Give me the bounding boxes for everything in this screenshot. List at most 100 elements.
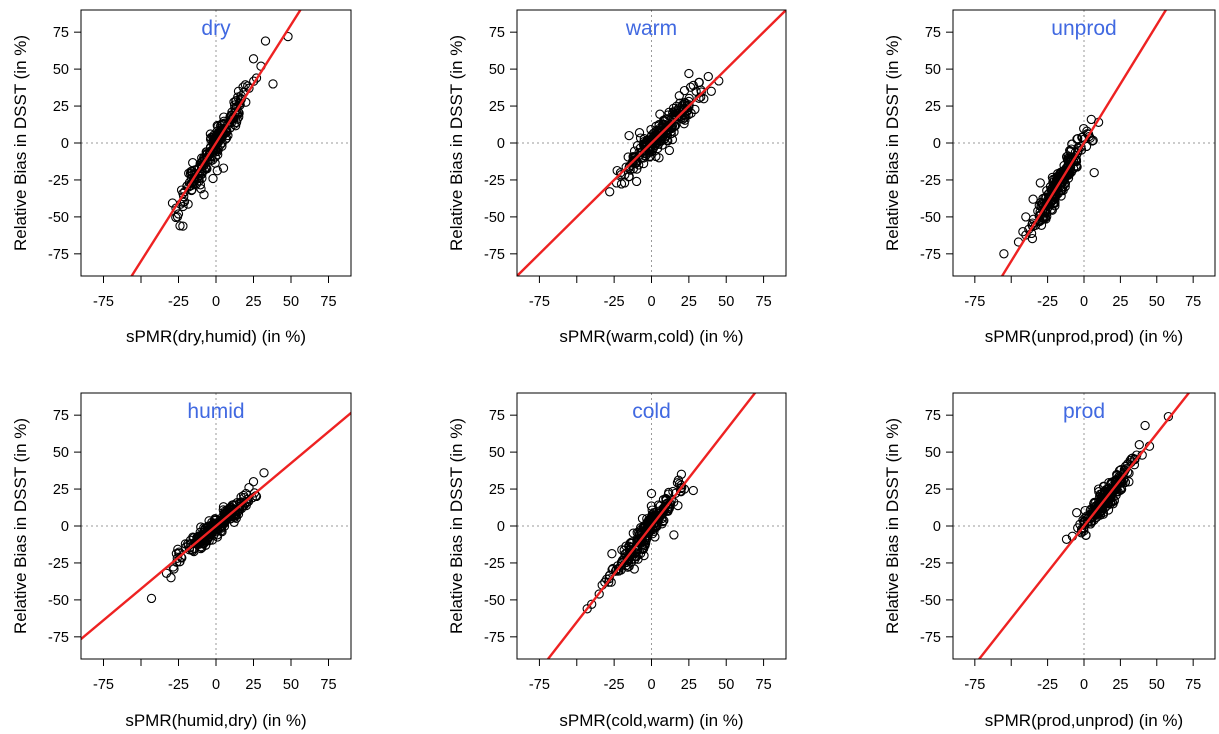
data-point bbox=[664, 487, 674, 498]
data-point bbox=[644, 523, 654, 534]
data-point bbox=[688, 485, 698, 496]
data-point bbox=[251, 73, 262, 83]
x-tick-label: -75 bbox=[529, 294, 550, 310]
y-tick-label: 0 bbox=[933, 519, 941, 535]
y-tick-label: -25 bbox=[920, 556, 941, 572]
x-tick-label: 25 bbox=[1112, 294, 1128, 310]
data-point bbox=[629, 146, 640, 156]
data-point bbox=[199, 158, 209, 169]
data-point bbox=[645, 152, 655, 162]
x-tick-label: 25 bbox=[1112, 677, 1128, 693]
data-point bbox=[625, 165, 635, 175]
data-point bbox=[619, 178, 630, 188]
x-axis-label: sPMR(humid,dry) (in %) bbox=[125, 711, 306, 730]
data-point bbox=[1063, 151, 1073, 161]
data-point bbox=[187, 185, 197, 195]
data-point bbox=[206, 525, 216, 536]
panel-title: humid bbox=[187, 400, 244, 423]
x-tick-label: 75 bbox=[320, 294, 336, 310]
data-point bbox=[190, 172, 200, 183]
data-point bbox=[607, 549, 617, 559]
data-points bbox=[146, 468, 269, 604]
x-tick-label: -25 bbox=[604, 294, 625, 310]
panel-title: dry bbox=[201, 17, 231, 40]
y-axis-label: Relative Bias in DSST (in %) bbox=[883, 35, 902, 251]
data-point bbox=[1073, 134, 1083, 144]
y-axis-label: Relative Bias in DSST (in %) bbox=[883, 418, 902, 634]
y-tick-label: 0 bbox=[497, 136, 505, 152]
data-point bbox=[1097, 505, 1107, 515]
panel-prod: -75 -25 0 25 50 75 75 50 25 0 -25 -50 -75 prod sPMR(pr… bbox=[883, 392, 1216, 730]
y-axis-label: Relative Bias in DSST (in %) bbox=[447, 418, 466, 634]
data-point bbox=[699, 94, 709, 104]
data-point bbox=[1067, 139, 1077, 149]
data-point bbox=[259, 468, 269, 478]
y-tick-label: -50 bbox=[484, 593, 505, 609]
data-point bbox=[184, 168, 194, 178]
panel-title: prod bbox=[1063, 400, 1105, 423]
data-point bbox=[1140, 420, 1150, 431]
y-tick-label: 25 bbox=[53, 482, 69, 498]
x-tick-label: 0 bbox=[212, 294, 220, 310]
x-tick-label: -75 bbox=[93, 677, 114, 693]
y-tick-label: 50 bbox=[925, 445, 941, 461]
y-tick-label: -50 bbox=[920, 593, 941, 609]
y-tick-label: -75 bbox=[48, 247, 69, 263]
data-point bbox=[650, 532, 660, 542]
y-tick-label: 0 bbox=[933, 136, 941, 152]
x-axis-label: sPMR(cold,warm) (in %) bbox=[559, 711, 743, 730]
panel-cold: -75 -25 0 25 50 75 75 50 25 0 -25 -50 -75 cold sPMR(co… bbox=[447, 392, 787, 730]
data-point bbox=[1059, 171, 1069, 182]
data-point bbox=[1089, 167, 1099, 178]
fit-line bbox=[977, 393, 1191, 659]
y-tick-label: 0 bbox=[497, 519, 505, 535]
data-point bbox=[662, 135, 672, 146]
x-axis-label: sPMR(dry,humid) (in %) bbox=[126, 327, 306, 346]
x-tick-label: -25 bbox=[1037, 677, 1058, 693]
data-point bbox=[635, 133, 646, 143]
data-point bbox=[218, 163, 229, 173]
data-point bbox=[169, 564, 179, 574]
data-point bbox=[1120, 477, 1131, 488]
data-point bbox=[999, 249, 1009, 259]
plot-area bbox=[953, 10, 1215, 276]
data-point bbox=[224, 510, 235, 521]
data-point bbox=[1061, 534, 1072, 544]
data-point bbox=[605, 187, 615, 197]
data-point bbox=[1079, 123, 1089, 134]
data-point bbox=[646, 488, 657, 499]
y-tick-label: -25 bbox=[920, 173, 941, 189]
y-tick-label: 25 bbox=[489, 482, 505, 498]
data-point bbox=[1091, 512, 1102, 522]
fit-line bbox=[1000, 10, 1168, 276]
x-tick-label: 25 bbox=[681, 677, 697, 693]
fit-line bbox=[517, 10, 786, 276]
x-tick-label: 0 bbox=[647, 294, 655, 310]
y-tick-label: 0 bbox=[61, 136, 69, 152]
data-point bbox=[1050, 197, 1060, 207]
y-tick-label: 75 bbox=[925, 408, 941, 424]
data-point bbox=[223, 120, 233, 130]
data-point bbox=[658, 507, 668, 518]
y-axis-label: Relative Bias in DSST (in %) bbox=[11, 35, 30, 251]
y-tick-label: -75 bbox=[48, 630, 69, 646]
data-point bbox=[647, 130, 657, 140]
data-point bbox=[184, 182, 194, 192]
data-point bbox=[634, 160, 644, 170]
y-tick-label: 75 bbox=[53, 408, 69, 424]
data-point bbox=[675, 98, 685, 108]
panel-dry: -75 -25 0 25 50 75 75 50 25 0 -25 -50 -75 dry sPMR(dry… bbox=[11, 9, 352, 346]
y-tick-label: -50 bbox=[48, 210, 69, 226]
data-point bbox=[1086, 114, 1096, 125]
data-point bbox=[1061, 166, 1071, 177]
y-tick-label: 25 bbox=[925, 99, 941, 115]
y-tick-label: 50 bbox=[53, 445, 69, 461]
y-tick-label: 50 bbox=[489, 445, 505, 461]
y-tick-label: 25 bbox=[925, 482, 941, 498]
panel-title: cold bbox=[632, 400, 671, 423]
data-point bbox=[674, 103, 684, 113]
y-axis-label: Relative Bias in DSST (in %) bbox=[11, 418, 30, 634]
data-point bbox=[661, 132, 671, 142]
plot-area bbox=[517, 393, 786, 659]
data-point bbox=[685, 82, 696, 92]
